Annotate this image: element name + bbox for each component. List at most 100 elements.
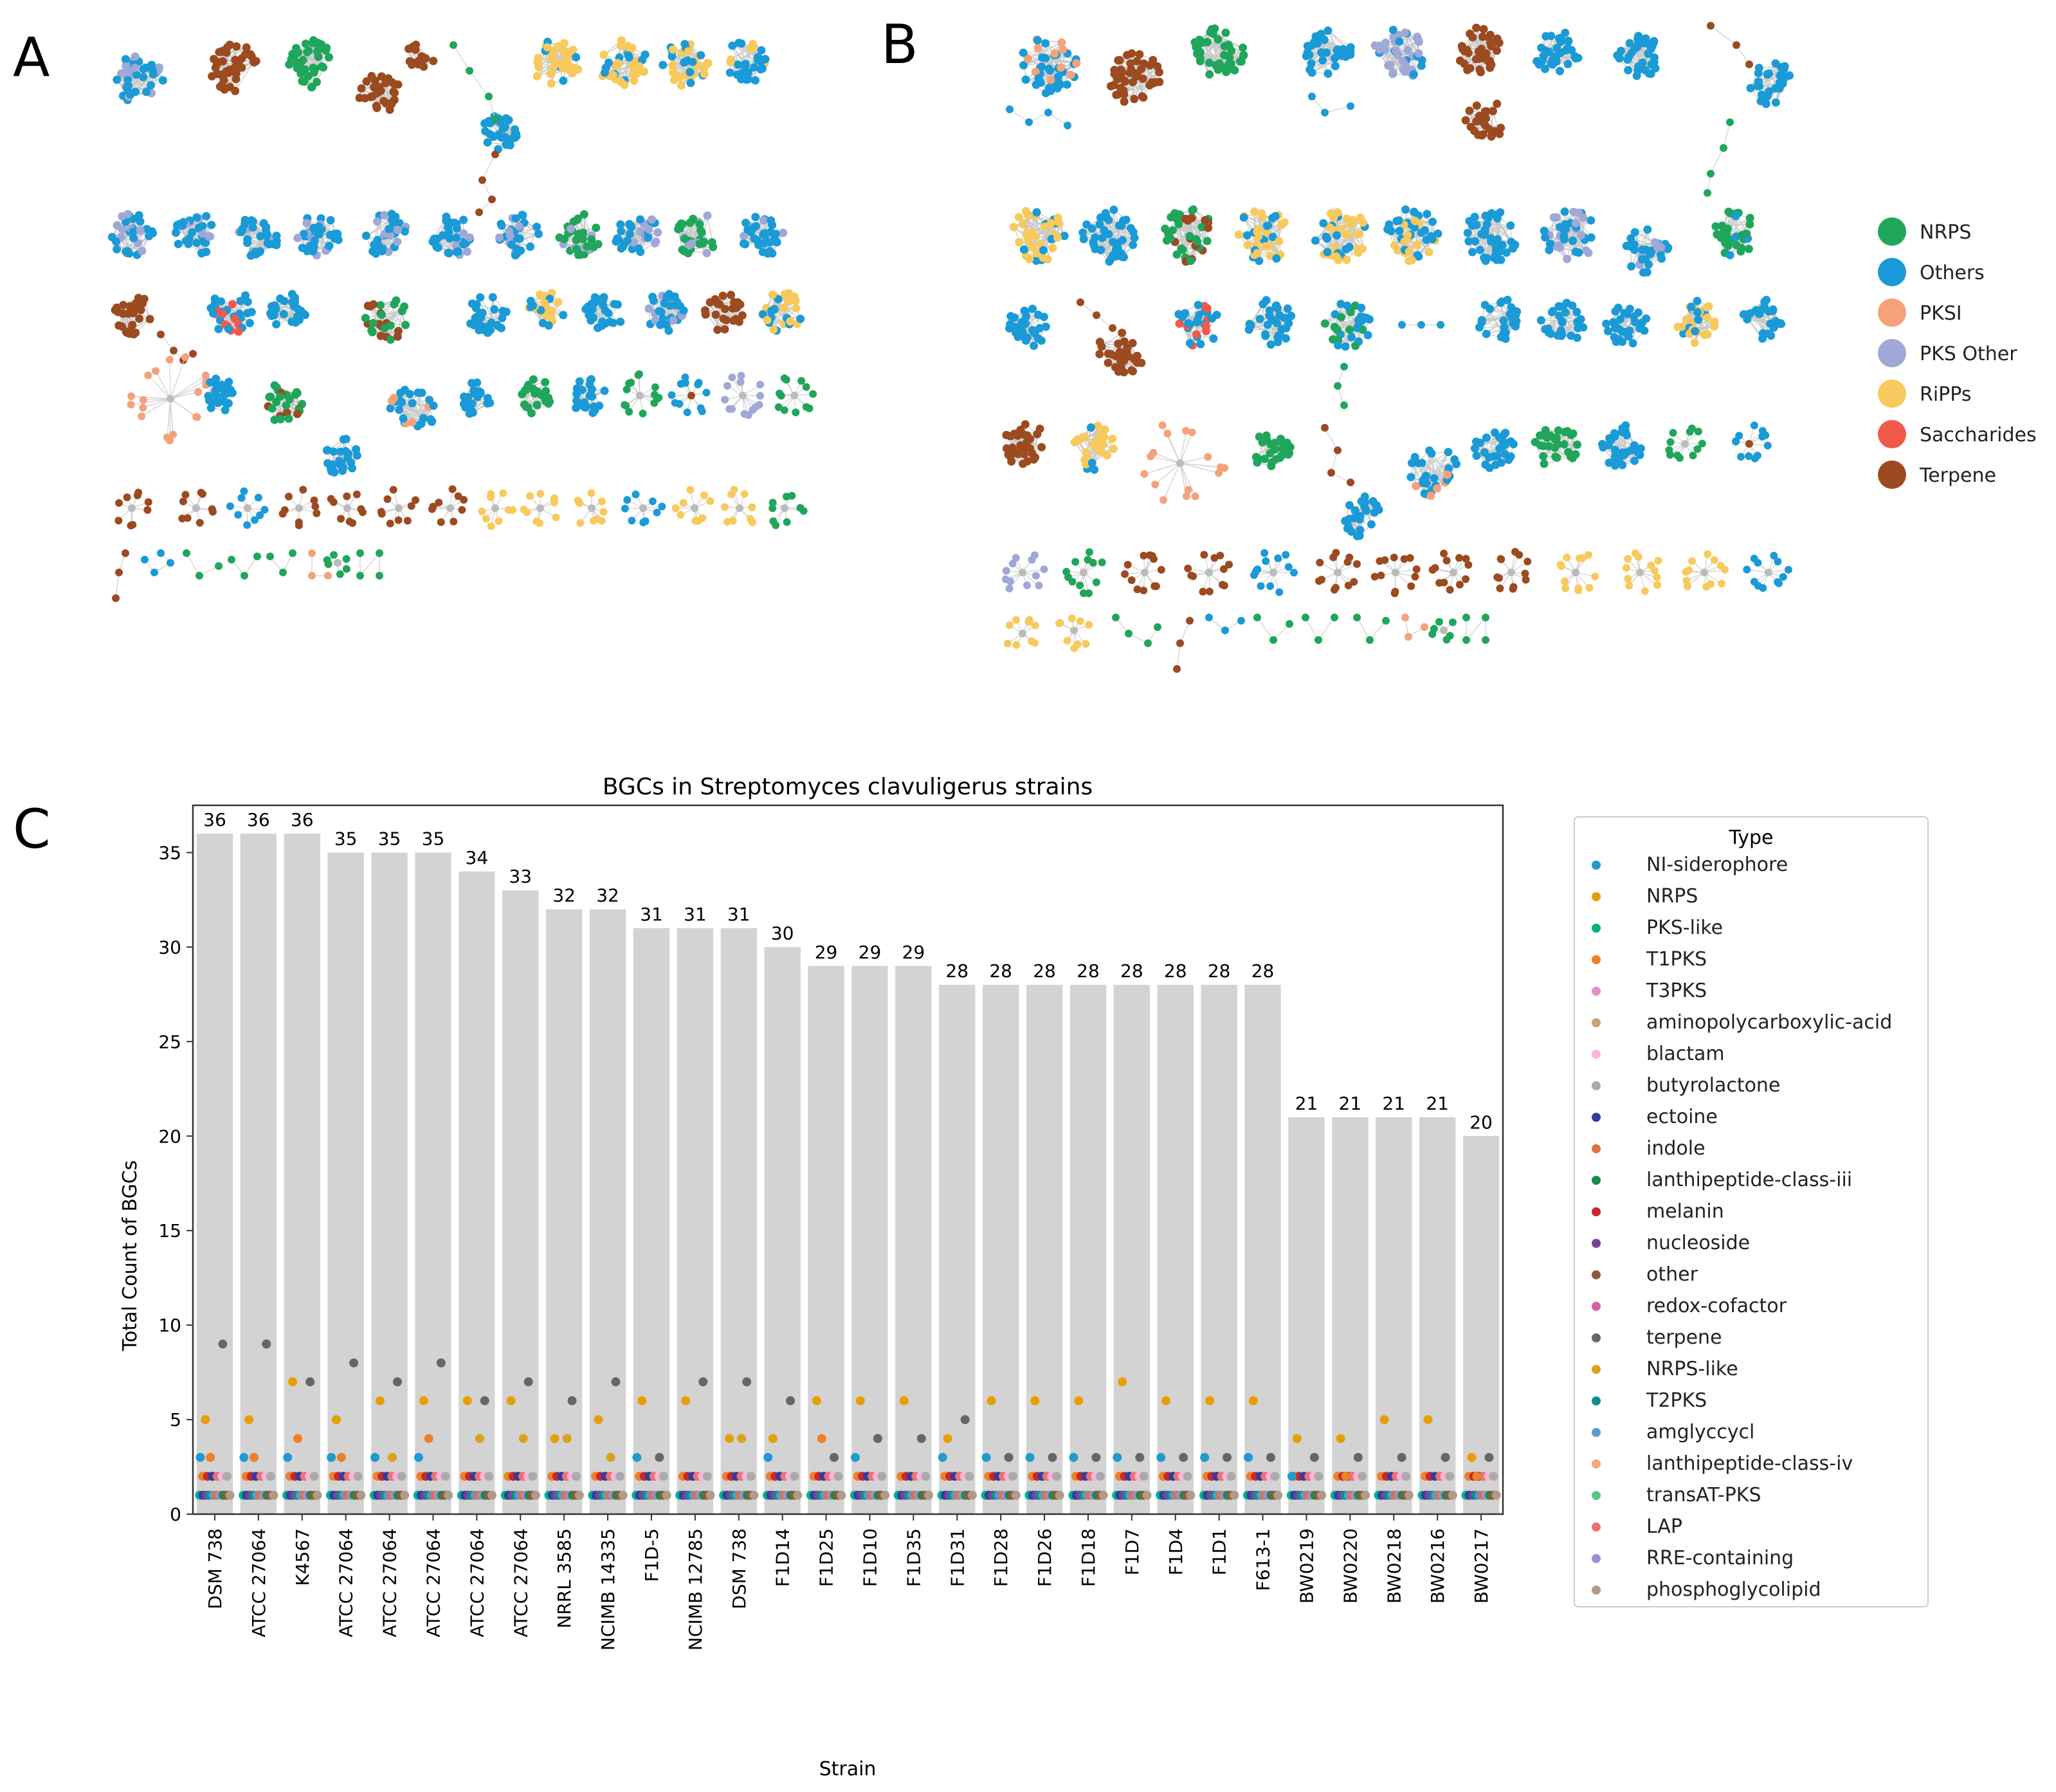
network-node (408, 60, 416, 69)
network-node (293, 62, 301, 71)
network-node (314, 223, 323, 231)
network-node (377, 332, 385, 340)
network-node (226, 66, 234, 74)
network-node (204, 392, 212, 400)
network-node (796, 504, 804, 512)
network-node (628, 517, 635, 524)
network-node (181, 491, 189, 498)
network-node (197, 249, 206, 257)
network-node (463, 248, 471, 256)
network-node (696, 226, 705, 235)
network-node (655, 307, 664, 315)
panel-label-a: A (13, 26, 50, 89)
network-node (474, 318, 482, 326)
network-node (739, 392, 747, 399)
network-node (682, 379, 689, 387)
network-node (179, 218, 188, 226)
network-node (614, 59, 622, 68)
network-node (308, 572, 316, 580)
network-node (415, 57, 423, 65)
network-node (700, 70, 709, 78)
network-node (362, 232, 370, 240)
network-node (653, 509, 661, 517)
network-node (192, 239, 201, 247)
network-node (574, 497, 582, 504)
network-node (340, 435, 348, 444)
network-node (728, 405, 736, 413)
network-node (750, 63, 758, 71)
network-node (487, 493, 495, 501)
network-node (268, 404, 277, 412)
network-node (219, 309, 227, 318)
network-node (686, 486, 694, 494)
network-node (534, 230, 543, 238)
network-node (622, 402, 630, 410)
network-node (609, 319, 617, 327)
network-node (311, 502, 319, 510)
network-node (726, 69, 734, 77)
network-node (487, 522, 495, 530)
network-node (281, 506, 289, 514)
network-node (691, 504, 698, 512)
network-node (635, 370, 643, 378)
network-node (114, 517, 122, 524)
network-node (236, 297, 244, 305)
network-node (452, 233, 460, 242)
network-node (269, 240, 278, 248)
network-node (301, 66, 309, 74)
network-node (131, 52, 140, 60)
network-node (425, 396, 433, 404)
network-edge (469, 71, 489, 96)
network-node (559, 311, 567, 319)
network-node (630, 69, 638, 78)
network-node (625, 379, 633, 387)
network-node (208, 505, 216, 513)
network-node (314, 53, 323, 61)
network-node (206, 232, 214, 241)
network-node (127, 522, 134, 529)
network-node (206, 304, 215, 313)
network-edge (453, 45, 469, 71)
network-node (756, 381, 764, 389)
network-node (587, 235, 596, 244)
network-node (459, 215, 468, 224)
network-node (115, 499, 123, 507)
network-node (139, 404, 147, 412)
network-node (313, 509, 320, 517)
network-node (518, 211, 527, 219)
network-node (781, 407, 788, 414)
network-a (108, 36, 817, 602)
network-node (588, 504, 596, 512)
network-node (541, 378, 549, 387)
network-node (207, 404, 215, 412)
network-node (491, 115, 499, 123)
network-node (280, 310, 288, 318)
network-node (327, 465, 335, 473)
network-node (395, 517, 403, 524)
network-node (626, 230, 634, 238)
network-node (728, 42, 736, 50)
network-node (325, 242, 333, 250)
network-node (194, 389, 202, 396)
network-node (466, 233, 474, 242)
network-node (803, 383, 810, 391)
network-node (390, 96, 399, 104)
network-node (680, 247, 689, 255)
network-node (560, 39, 569, 48)
network-node (751, 76, 760, 84)
network-node (444, 249, 452, 257)
network-node (377, 87, 385, 95)
network-node (580, 398, 588, 407)
network-node (749, 40, 757, 48)
network-node (616, 318, 624, 326)
network-node (269, 310, 277, 318)
network-node (543, 43, 552, 51)
network-node (639, 518, 647, 526)
network-edge (170, 399, 173, 435)
network-node (672, 504, 680, 512)
network-node (388, 210, 396, 218)
network-node (390, 300, 398, 308)
network-node (769, 517, 777, 525)
network-node (473, 378, 481, 387)
network-node (276, 392, 284, 401)
